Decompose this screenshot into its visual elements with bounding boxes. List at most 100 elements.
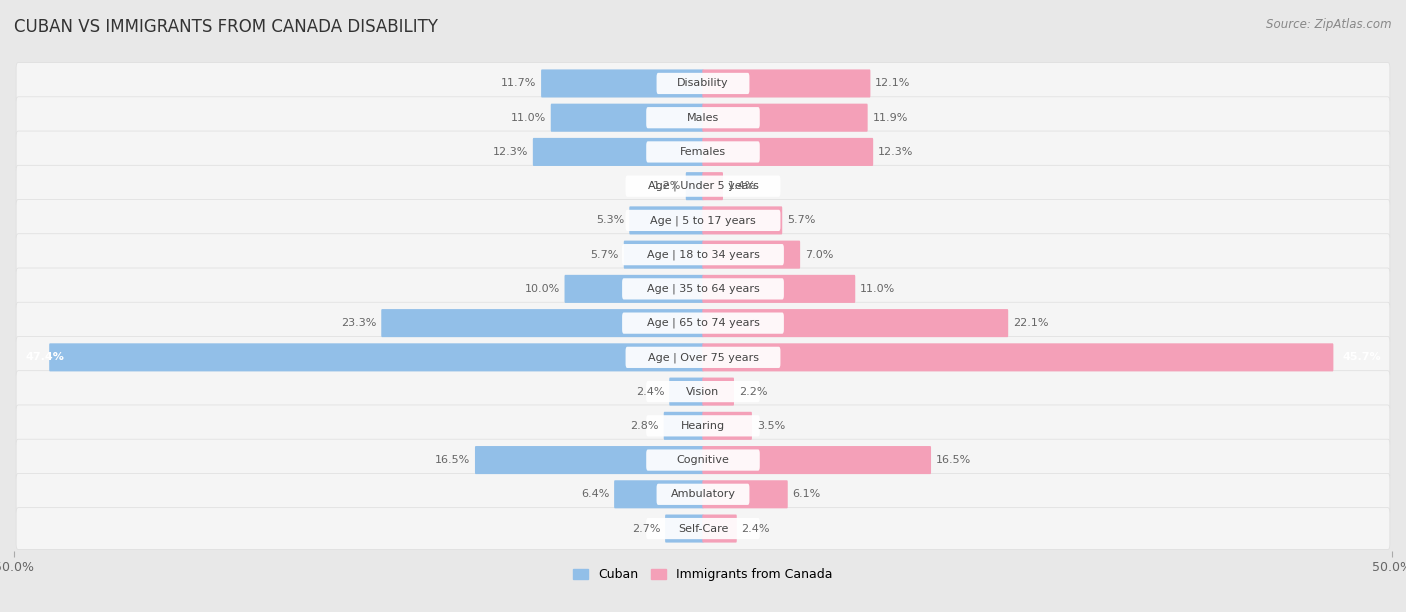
Text: Self-Care: Self-Care: [678, 523, 728, 534]
FancyBboxPatch shape: [15, 97, 1391, 138]
Text: Vision: Vision: [686, 387, 720, 397]
Text: 22.1%: 22.1%: [1012, 318, 1049, 328]
Text: Disability: Disability: [678, 78, 728, 89]
FancyBboxPatch shape: [647, 381, 759, 402]
FancyBboxPatch shape: [703, 206, 782, 234]
Text: 12.1%: 12.1%: [875, 78, 911, 89]
FancyBboxPatch shape: [551, 103, 703, 132]
FancyBboxPatch shape: [703, 309, 1008, 337]
FancyBboxPatch shape: [15, 405, 1391, 447]
FancyBboxPatch shape: [703, 412, 752, 440]
FancyBboxPatch shape: [647, 141, 759, 163]
Legend: Cuban, Immigrants from Canada: Cuban, Immigrants from Canada: [568, 563, 838, 586]
FancyBboxPatch shape: [703, 343, 1333, 371]
Text: 23.3%: 23.3%: [342, 318, 377, 328]
FancyBboxPatch shape: [626, 347, 780, 368]
FancyBboxPatch shape: [630, 206, 703, 234]
FancyBboxPatch shape: [15, 234, 1391, 275]
Text: Hearing: Hearing: [681, 421, 725, 431]
Text: 2.8%: 2.8%: [630, 421, 659, 431]
FancyBboxPatch shape: [657, 73, 749, 94]
Text: 10.0%: 10.0%: [524, 284, 560, 294]
Text: 2.4%: 2.4%: [741, 523, 770, 534]
Text: 2.7%: 2.7%: [631, 523, 661, 534]
FancyBboxPatch shape: [664, 412, 703, 440]
FancyBboxPatch shape: [15, 268, 1391, 310]
Text: 5.7%: 5.7%: [787, 215, 815, 225]
Text: 3.5%: 3.5%: [756, 421, 785, 431]
Text: 2.2%: 2.2%: [738, 387, 768, 397]
Text: Age | Under 5 years: Age | Under 5 years: [648, 181, 758, 192]
FancyBboxPatch shape: [533, 138, 703, 166]
FancyBboxPatch shape: [15, 371, 1391, 412]
Text: Age | 18 to 34 years: Age | 18 to 34 years: [647, 250, 759, 260]
FancyBboxPatch shape: [703, 69, 870, 97]
FancyBboxPatch shape: [703, 515, 737, 543]
FancyBboxPatch shape: [703, 172, 723, 200]
FancyBboxPatch shape: [621, 313, 785, 334]
Text: 5.7%: 5.7%: [591, 250, 619, 259]
Text: Age | 35 to 64 years: Age | 35 to 64 years: [647, 283, 759, 294]
Text: Age | 65 to 74 years: Age | 65 to 74 years: [647, 318, 759, 329]
FancyBboxPatch shape: [541, 69, 703, 97]
Text: 2.4%: 2.4%: [636, 387, 665, 397]
Text: 11.0%: 11.0%: [510, 113, 546, 122]
Text: 5.3%: 5.3%: [596, 215, 624, 225]
FancyBboxPatch shape: [703, 275, 855, 303]
FancyBboxPatch shape: [15, 337, 1391, 378]
FancyBboxPatch shape: [15, 200, 1391, 241]
Text: Cognitive: Cognitive: [676, 455, 730, 465]
Text: 11.0%: 11.0%: [860, 284, 896, 294]
Text: 16.5%: 16.5%: [434, 455, 470, 465]
FancyBboxPatch shape: [626, 176, 780, 197]
Text: 11.9%: 11.9%: [873, 113, 908, 122]
Text: 6.4%: 6.4%: [581, 490, 609, 499]
FancyBboxPatch shape: [614, 480, 703, 509]
FancyBboxPatch shape: [669, 378, 703, 406]
FancyBboxPatch shape: [621, 244, 785, 265]
FancyBboxPatch shape: [686, 172, 703, 200]
Text: Source: ZipAtlas.com: Source: ZipAtlas.com: [1267, 18, 1392, 31]
FancyBboxPatch shape: [647, 518, 759, 539]
FancyBboxPatch shape: [647, 107, 759, 129]
Text: Males: Males: [688, 113, 718, 122]
FancyBboxPatch shape: [657, 483, 749, 505]
FancyBboxPatch shape: [381, 309, 703, 337]
FancyBboxPatch shape: [703, 378, 734, 406]
Text: 11.7%: 11.7%: [501, 78, 536, 89]
Text: 6.1%: 6.1%: [793, 490, 821, 499]
Text: 16.5%: 16.5%: [936, 455, 972, 465]
Text: Age | 5 to 17 years: Age | 5 to 17 years: [650, 215, 756, 226]
FancyBboxPatch shape: [15, 165, 1391, 207]
FancyBboxPatch shape: [49, 343, 703, 371]
FancyBboxPatch shape: [703, 241, 800, 269]
FancyBboxPatch shape: [647, 449, 759, 471]
FancyBboxPatch shape: [15, 302, 1391, 344]
FancyBboxPatch shape: [703, 480, 787, 509]
FancyBboxPatch shape: [665, 515, 703, 543]
FancyBboxPatch shape: [703, 446, 931, 474]
Text: 45.7%: 45.7%: [1343, 353, 1381, 362]
FancyBboxPatch shape: [703, 138, 873, 166]
FancyBboxPatch shape: [621, 278, 785, 299]
FancyBboxPatch shape: [15, 62, 1391, 104]
Text: 47.4%: 47.4%: [25, 353, 63, 362]
Text: Ambulatory: Ambulatory: [671, 490, 735, 499]
Text: 1.2%: 1.2%: [652, 181, 681, 191]
FancyBboxPatch shape: [703, 103, 868, 132]
FancyBboxPatch shape: [475, 446, 703, 474]
FancyBboxPatch shape: [15, 474, 1391, 515]
FancyBboxPatch shape: [15, 508, 1391, 550]
Text: 1.4%: 1.4%: [728, 181, 756, 191]
Text: 7.0%: 7.0%: [806, 250, 834, 259]
Text: 12.3%: 12.3%: [877, 147, 914, 157]
FancyBboxPatch shape: [626, 210, 780, 231]
Text: Females: Females: [681, 147, 725, 157]
FancyBboxPatch shape: [15, 439, 1391, 481]
FancyBboxPatch shape: [15, 131, 1391, 173]
Text: Age | Over 75 years: Age | Over 75 years: [648, 352, 758, 362]
Text: CUBAN VS IMMIGRANTS FROM CANADA DISABILITY: CUBAN VS IMMIGRANTS FROM CANADA DISABILI…: [14, 18, 439, 36]
FancyBboxPatch shape: [565, 275, 703, 303]
Text: 12.3%: 12.3%: [492, 147, 529, 157]
FancyBboxPatch shape: [647, 415, 759, 436]
